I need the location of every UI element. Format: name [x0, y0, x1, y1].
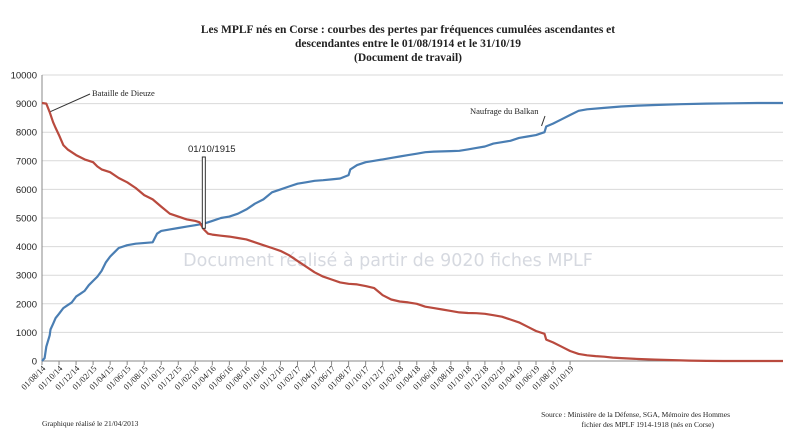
- annotation-dieuze-label: Bataille de Dieuze: [92, 88, 155, 98]
- chart-title-line-3: (Document de travail): [354, 52, 462, 64]
- source-line-2: fichier des MPLF 1914-1918 (nés en Corse…: [582, 420, 715, 429]
- y-tick-label: 7000: [16, 156, 37, 167]
- axes: [41, 75, 783, 365]
- y-axis-tick-labels: 0 1000 2000 3000 4000 5000 6000 7000 8000 9000 100…: [11, 71, 37, 368]
- chart-title-line-2: descendantes entre le 01/08/1914 et le 3…: [295, 38, 521, 50]
- y-tick-label: 1000: [16, 328, 37, 339]
- data-series: [41, 101, 783, 363]
- annotation-crossing-label: 01/10/1915: [188, 144, 236, 155]
- watermark: Document réalisé à partir de 9020 fiches…: [183, 251, 593, 271]
- annotation-dieuze-arrow: [50, 93, 91, 113]
- footer-date: Graphique réalisé le 21/04/2013: [42, 419, 139, 428]
- source-line-1: Source : Ministère de la Défense, SGA, M…: [541, 410, 730, 419]
- annotation-balkan-label: Naufrage du Balkan: [470, 106, 539, 116]
- y-tick-label: 0: [32, 357, 37, 368]
- annotation-dieuze: Bataille de Dieuze: [50, 88, 155, 113]
- y-tick-label: 8000: [16, 128, 37, 139]
- series-descending-line: [41, 101, 783, 363]
- annotation-crossing-arrow: [201, 156, 206, 229]
- y-tick-label: 6000: [16, 185, 37, 196]
- annotation-crossing: 01/10/1915: [188, 144, 236, 229]
- chart-title-line-1: Les MPLF nés en Corse : courbes des pert…: [201, 24, 615, 36]
- y-tick-label: 10000: [11, 71, 37, 82]
- annotation-balkan-arrow: [541, 115, 546, 127]
- y-tick-label: 2000: [16, 299, 37, 310]
- series-ascending-line: [41, 101, 783, 362]
- y-tick-label: 9000: [16, 99, 37, 110]
- y-tick-label: 4000: [16, 242, 37, 253]
- y-tick-label: 5000: [16, 214, 37, 225]
- y-tick-label: 3000: [16, 271, 37, 282]
- annotation-balkan: Naufrage du Balkan: [470, 106, 546, 127]
